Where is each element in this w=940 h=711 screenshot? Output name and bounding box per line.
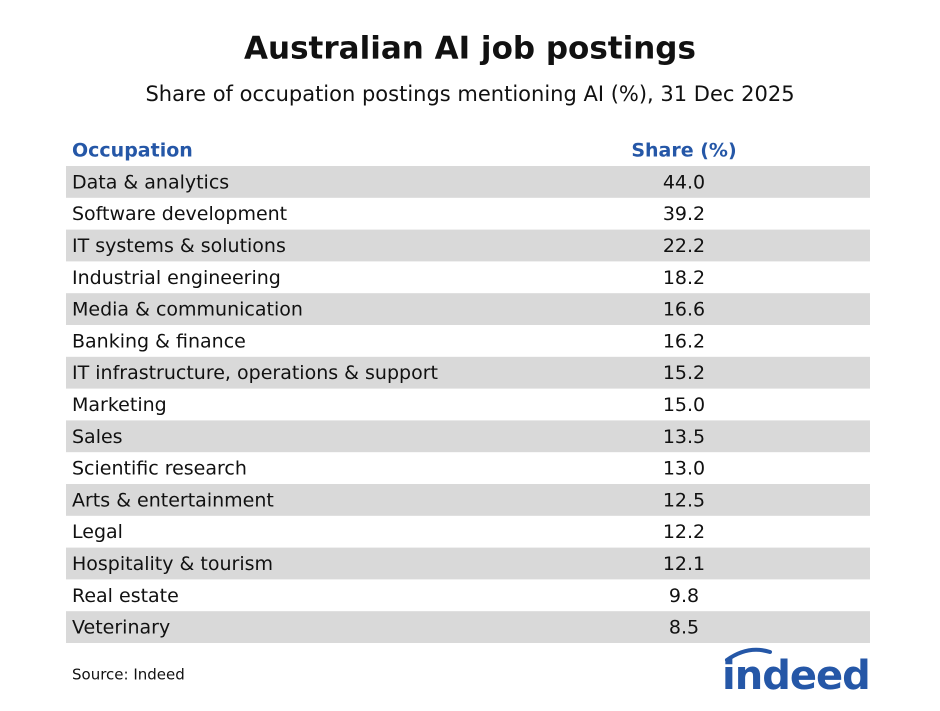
occupation: Software development	[72, 203, 287, 225]
share: 15.0	[663, 394, 705, 416]
share: 39.2	[663, 203, 705, 225]
occupation: Media & communication	[72, 299, 303, 321]
share: 12.5	[663, 489, 705, 511]
occupation: IT infrastructure, operations & support	[72, 362, 438, 384]
subtitle: Share of occupation postings mentioning …	[145, 82, 794, 106]
occupation: Hospitality & tourism	[72, 553, 273, 575]
occupation: Banking & finance	[72, 330, 246, 352]
logo: indeed	[722, 653, 870, 699]
share: 8.5	[669, 617, 699, 639]
share: 13.5	[663, 426, 705, 448]
share: 44.0	[663, 171, 705, 193]
occupation: Scientific research	[72, 458, 247, 480]
row-band	[66, 547, 870, 580]
row-band	[66, 229, 870, 262]
share: 16.6	[663, 299, 705, 321]
row-band	[66, 293, 870, 325]
row-band	[66, 611, 870, 643]
occupation: Veterinary	[72, 617, 170, 639]
share: 16.2	[663, 330, 705, 352]
occupation: Real estate	[72, 585, 179, 607]
table-body: Data & analytics 44.0 Software development…	[66, 166, 870, 643]
share: 9.8	[669, 585, 699, 607]
column-header: Share (%)	[631, 140, 736, 162]
occupation: Arts & entertainment	[72, 489, 274, 511]
row-band	[66, 420, 870, 453]
share: 18.2	[663, 267, 705, 289]
title: Australian AI job postings	[244, 31, 696, 67]
row-band	[66, 356, 870, 389]
occupation: IT systems & solutions	[72, 235, 286, 257]
occupation: Industrial engineering	[72, 267, 281, 289]
logo-arc	[725, 647, 772, 662]
share: 12.2	[663, 521, 705, 543]
column-header: Occupation	[72, 140, 193, 162]
occupation: Marketing	[72, 394, 167, 416]
occupation: Data & analytics	[72, 171, 229, 193]
share: 15.2	[663, 362, 705, 384]
share: 22.2	[663, 235, 705, 257]
share: 13.0	[663, 458, 705, 480]
row-band	[66, 484, 870, 516]
share: 12.1	[663, 553, 705, 575]
row-band	[66, 166, 870, 198]
source: Source: Indeed	[72, 666, 185, 684]
occupation: Legal	[72, 521, 123, 543]
occupation: Sales	[72, 426, 123, 448]
